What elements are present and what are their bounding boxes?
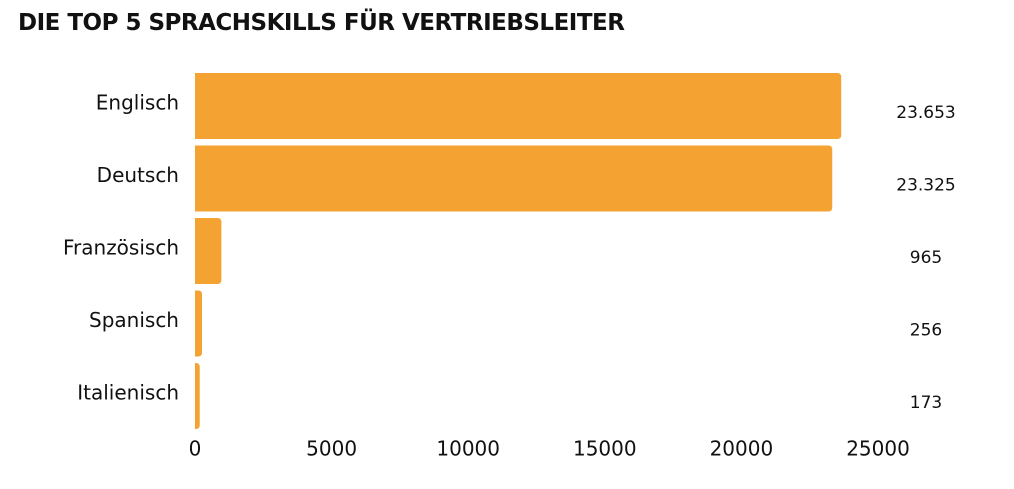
category-label: Italienisch: [77, 381, 179, 405]
bar-englisch: [195, 73, 842, 139]
value-label: 256: [910, 321, 942, 341]
bar-spanisch: [195, 290, 202, 357]
x-tick-label: 5000: [306, 437, 357, 461]
category-label: Spanisch: [89, 308, 179, 332]
bar-deutsch: [195, 145, 833, 212]
x-tick-label: 20000: [710, 437, 774, 461]
x-tick-label: 25000: [846, 437, 910, 461]
category-label: Englisch: [96, 91, 179, 115]
category-label: Französisch: [63, 236, 179, 260]
value-label: 965: [910, 248, 942, 268]
value-label: 23.325: [896, 176, 955, 196]
x-tick-label: 0: [189, 437, 202, 461]
bar-französisch: [195, 218, 222, 284]
bar-italienisch: [195, 363, 200, 429]
value-label: 173: [910, 393, 942, 413]
category-label: Deutsch: [97, 163, 179, 187]
chart-title: DIE TOP 5 SPRACHSKILLS FÜR VERTRIEBSLEIT…: [18, 10, 625, 36]
x-tick-label: 10000: [436, 437, 500, 461]
x-tick-label: 15000: [573, 437, 637, 461]
value-label: 23.653: [896, 103, 955, 123]
